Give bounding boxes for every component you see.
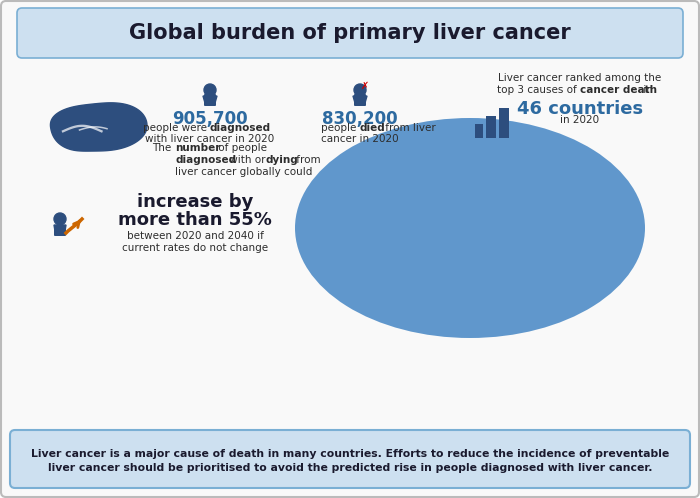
Text: diagnosed: diagnosed (210, 123, 271, 133)
Text: in: in (640, 85, 653, 95)
FancyBboxPatch shape (17, 8, 683, 58)
Text: with liver cancer in 2020: with liver cancer in 2020 (146, 134, 274, 144)
Bar (499, 108, 509, 138)
Text: Liver cancer ranked among the: Liver cancer ranked among the (498, 73, 662, 83)
Circle shape (54, 213, 66, 225)
Text: with or: with or (226, 155, 269, 165)
FancyBboxPatch shape (354, 94, 366, 106)
Text: of people: of people (215, 143, 267, 153)
Bar (486, 116, 496, 138)
Text: 46 countries: 46 countries (517, 100, 643, 118)
Text: ✗: ✗ (361, 81, 369, 91)
FancyBboxPatch shape (10, 430, 690, 488)
Text: dying: dying (265, 155, 298, 165)
FancyBboxPatch shape (204, 94, 216, 106)
Text: The: The (153, 143, 175, 153)
Text: from: from (293, 155, 321, 165)
Text: died: died (360, 123, 386, 133)
Polygon shape (353, 96, 367, 103)
Text: current rates do not change: current rates do not change (122, 243, 268, 253)
Text: increase by: increase by (136, 193, 253, 211)
Text: diagnosed: diagnosed (175, 155, 236, 165)
Polygon shape (54, 225, 66, 231)
Ellipse shape (295, 118, 645, 338)
Text: Liver cancer is a major cause of death in many countries. Efforts to reduce the : Liver cancer is a major cause of death i… (31, 449, 669, 459)
FancyBboxPatch shape (54, 226, 66, 236)
Text: people: people (321, 123, 360, 133)
Bar (475, 124, 483, 138)
Circle shape (354, 84, 366, 96)
Text: number: number (175, 143, 220, 153)
Circle shape (204, 84, 216, 96)
Polygon shape (203, 96, 217, 103)
Text: between 2020 and 2040 if: between 2020 and 2040 if (127, 231, 263, 241)
Text: top 3 causes of: top 3 causes of (497, 85, 580, 95)
Text: Global burden of primary liver cancer: Global burden of primary liver cancer (129, 23, 571, 43)
Text: cancer in 2020: cancer in 2020 (321, 134, 399, 144)
Text: people were: people were (143, 123, 210, 133)
Text: in 2020: in 2020 (561, 115, 600, 125)
Text: more than 55%: more than 55% (118, 211, 272, 229)
Text: liver cancer should be prioritised to avoid the predicted rise in people diagnos: liver cancer should be prioritised to av… (48, 463, 652, 473)
Text: 830,200: 830,200 (322, 110, 398, 128)
Text: 905,700: 905,700 (172, 110, 248, 128)
Text: from liver: from liver (382, 123, 435, 133)
Text: cancer death: cancer death (580, 85, 657, 95)
Polygon shape (50, 103, 147, 151)
Text: liver cancer globally could: liver cancer globally could (175, 167, 312, 177)
